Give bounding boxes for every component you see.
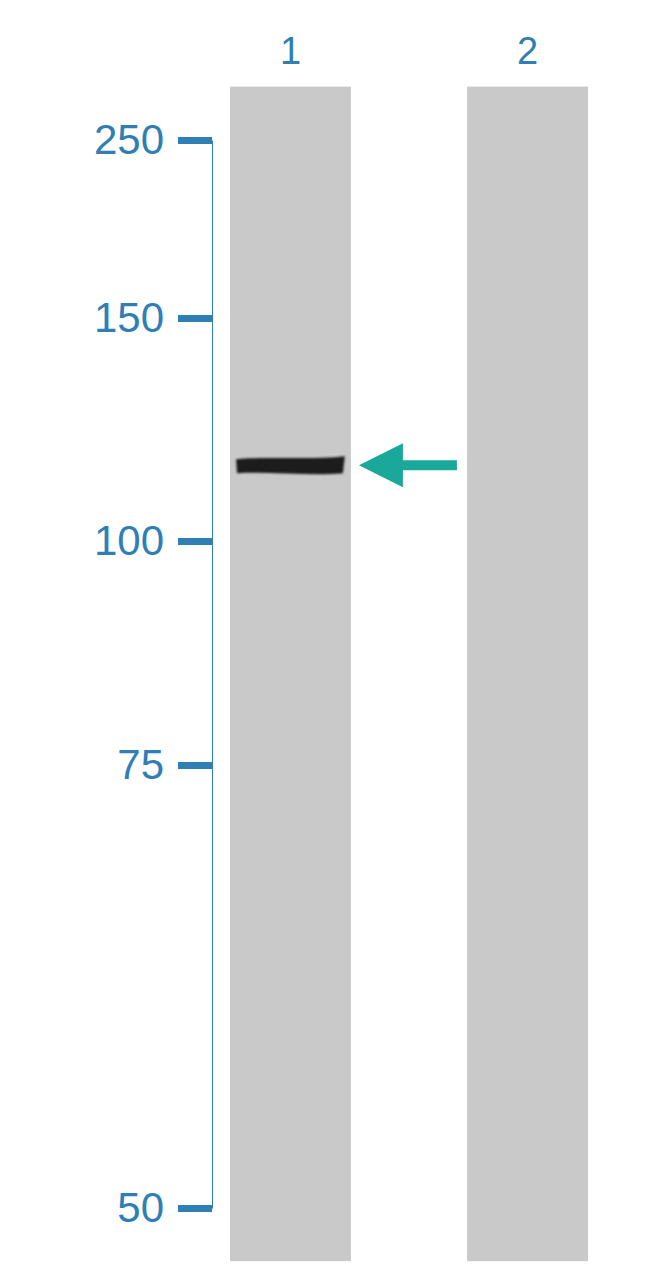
tick: 50 [117,1184,212,1231]
tick-mark [178,137,212,144]
lane [230,87,351,1262]
lane [467,87,588,1262]
tick: 75 [117,741,212,788]
tick-label: 150 [94,294,164,341]
lanes [230,87,588,1262]
lane-label: 2 [517,30,538,72]
axis-line [212,141,213,1209]
lane-label: 1 [280,30,301,72]
blot-figure: 122501501007550 [0,0,650,1270]
tick-mark [178,762,212,769]
tick-label: 250 [94,116,164,163]
tick-mark [178,538,212,545]
tick: 250 [94,116,212,163]
tick-label: 100 [94,517,164,564]
bands [236,456,345,474]
tick: 150 [94,294,212,341]
tick-label: 75 [117,741,164,788]
tick-mark [178,315,212,322]
band-arrow [359,443,457,487]
y-axis: 250 150 100 75 50 [94,116,213,1231]
tick: 100 [94,517,212,564]
band [236,456,345,474]
tick-mark [178,1205,212,1212]
tick-label: 50 [117,1184,164,1231]
lane-labels: 12 [280,30,538,72]
arrow [359,443,457,487]
